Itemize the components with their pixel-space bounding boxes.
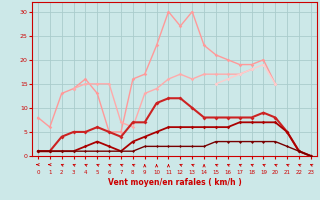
- X-axis label: Vent moyen/en rafales ( km/h ): Vent moyen/en rafales ( km/h ): [108, 178, 241, 187]
